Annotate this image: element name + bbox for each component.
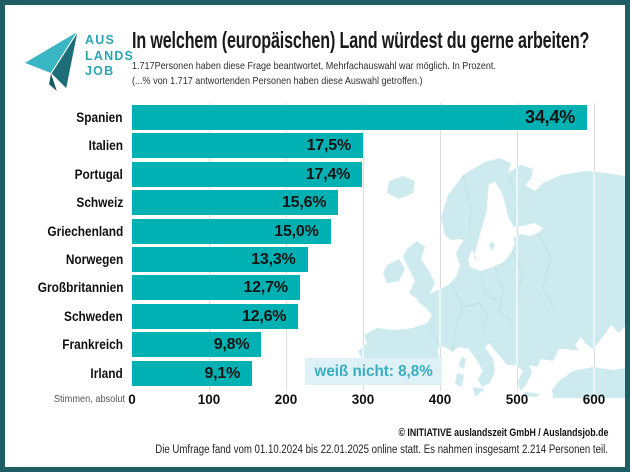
x-axis-caption: Stimmen, absolut <box>53 394 126 405</box>
bar: 17,5% <box>132 133 363 159</box>
map-country-borders <box>428 174 556 352</box>
bar-category-text: Frankreich <box>62 337 123 353</box>
logo-line-3: JOB <box>85 64 115 78</box>
bar: 15,0% <box>132 218 331 244</box>
x-tick-label: 600 <box>582 392 606 407</box>
x-tick-label: 400 <box>428 392 452 407</box>
bar: 12,7% <box>132 275 300 301</box>
bar-category-label: Schweiz <box>11 190 123 215</box>
logo-line-1: AUS <box>85 33 115 47</box>
bar: 12,6% <box>132 303 299 329</box>
bar-value-label: 15,6% <box>281 194 327 212</box>
bar-category-text: Schweiz <box>76 195 123 211</box>
copyright-line: © INITIATIVE auslandszeit GmbH / Ausland… <box>398 427 608 439</box>
bar-category-text: Spanien <box>76 110 123 125</box>
europe-map-background <box>358 158 625 398</box>
bar: 9,8% <box>132 332 262 358</box>
x-tick-label: 0 <box>128 392 136 407</box>
bar: 15,6% <box>132 190 339 216</box>
bar-category-label: Irland <box>11 361 123 386</box>
chart-subtitle-line1: 1.717Personen haben diese Frage beantwor… <box>132 60 496 72</box>
survey-note-line: Die Umfrage fand vom 01.10.2024 bis 22.0… <box>155 444 608 456</box>
bar-value-label: 12,7% <box>243 279 288 297</box>
bar-category-text: Portugal <box>74 166 123 182</box>
chart-title: In welchem (europäischen) Land würdest d… <box>132 27 590 53</box>
bar-value-label: 17,5% <box>306 137 352 155</box>
bar: 17,4% <box>132 161 363 187</box>
x-tick-label: 300 <box>351 392 375 407</box>
bar-category-text: Griechenland <box>47 223 123 239</box>
auslandsjob-logo-text: AUS LANDS JOB <box>85 33 134 80</box>
x-tick-label: 500 <box>505 392 529 407</box>
logo-line-2: LANDS <box>85 48 135 63</box>
auslandsjob-logo-icon <box>22 30 79 91</box>
bar: 13,3% <box>132 247 308 272</box>
bar-category-label: Italien <box>11 133 123 158</box>
bar-value-label: 34,4% <box>525 107 576 127</box>
bar-category-text: Italien <box>88 138 123 154</box>
bar-category-text: Irland <box>90 365 123 381</box>
bar-category-text: Großbritannien <box>37 280 123 296</box>
weiss-nicht-annotation: weiß nicht: 8,8% <box>305 358 443 385</box>
bar-value-label: 17,4% <box>305 165 351 183</box>
bar-value-label: 13,3% <box>251 251 296 268</box>
bar-category-text: Schweden <box>64 308 123 324</box>
bar-category-label: Norwegen <box>11 247 123 272</box>
bar-value-label: 15,0% <box>274 222 319 240</box>
gridline <box>440 103 441 391</box>
bar-value-label: 9,8% <box>213 336 250 354</box>
bar-category-label: Großbritannien <box>11 275 123 300</box>
bar-category-text: Norwegen <box>65 252 123 267</box>
chart-subtitle-line2: (...% von 1.717 antwortenden Personen ha… <box>132 75 423 87</box>
bar-category-label: Spanien <box>11 105 123 130</box>
bar-category-label: Schweden <box>11 304 123 329</box>
bar-value-label: 9,1% <box>204 364 241 382</box>
x-tick-label: 200 <box>274 392 298 407</box>
bar-category-label: Griechenland <box>11 219 123 244</box>
x-tick-label: 100 <box>197 392 221 407</box>
bar-category-label: Frankreich <box>11 332 123 357</box>
bar: 34,4% <box>132 105 588 130</box>
bar-value-label: 12,6% <box>241 307 287 325</box>
bar: 9,1% <box>132 360 253 386</box>
gridline <box>363 103 364 391</box>
bar-category-label: Portugal <box>11 162 123 187</box>
